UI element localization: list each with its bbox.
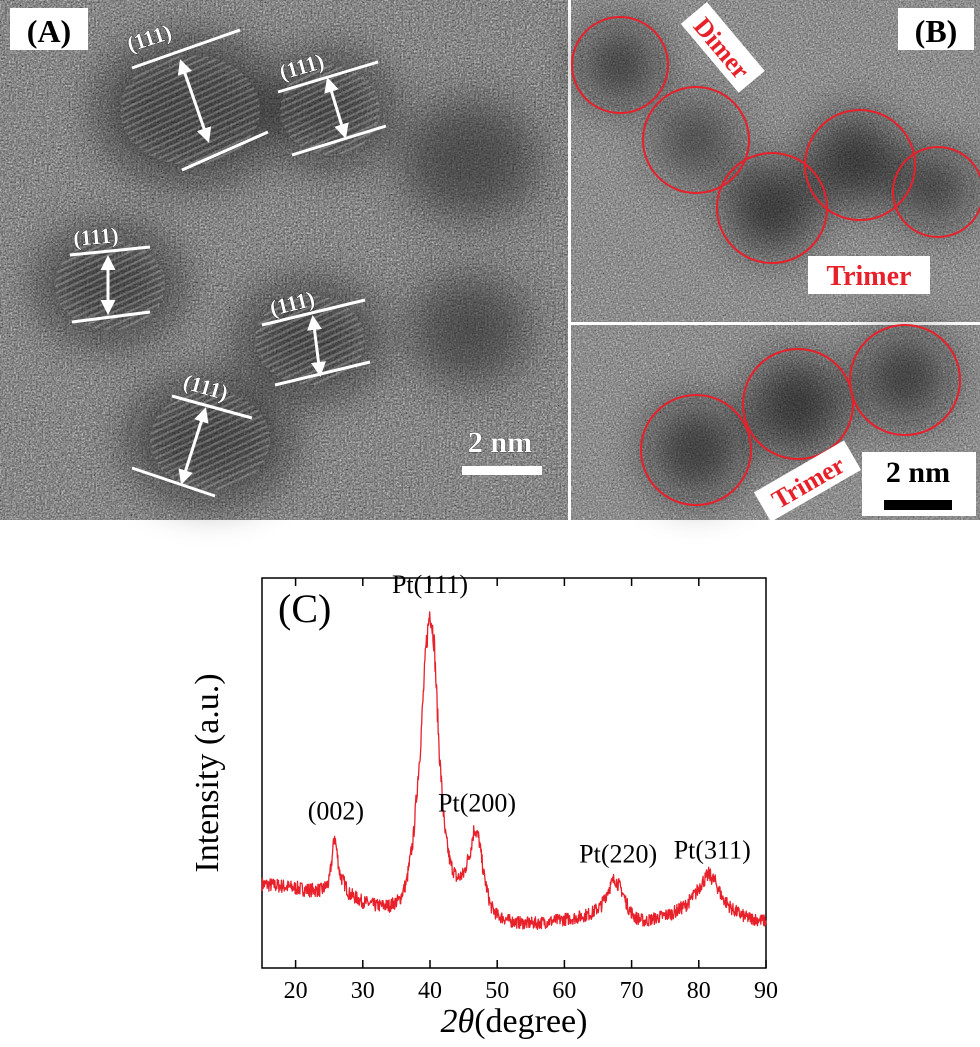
plane-line: [69, 245, 151, 257]
plane-line: [277, 60, 379, 94]
scale-bar: [884, 500, 952, 510]
plane-line: [181, 130, 269, 172]
y-axis-label: Intensity (a.u.): [189, 673, 226, 872]
plane-arrow: [177, 59, 212, 143]
scale-bar-label: 2 nm: [886, 456, 950, 489]
scale-bar: [462, 466, 542, 475]
particle-circle: [849, 324, 961, 436]
peak-label: Pt(311): [674, 835, 751, 864]
particle-circle: [892, 146, 980, 238]
peak-label: Pt(220): [579, 839, 657, 868]
particle-circle: [571, 16, 669, 114]
panel-a-micrograph: (111) (111) (111) (111) (111) (A) 2 nm: [0, 0, 568, 520]
x-tick-label: 70: [620, 978, 644, 1004]
plot-area: [261, 577, 767, 969]
trimer-label-top: Trimer: [827, 261, 912, 292]
particle-circle: [640, 394, 752, 506]
dimer-label-box: [680, 1, 765, 93]
panel-c-label: (C): [278, 586, 331, 631]
trimer-label-box: [808, 256, 930, 294]
x-tick-label: 80: [687, 978, 711, 1004]
x-axis: 20 30 40 50 60 70 80 90: [284, 578, 778, 1004]
x-axis-symbol: 2θ: [441, 1003, 475, 1040]
plane-line: [171, 394, 253, 420]
x-tick-label: 50: [485, 978, 509, 1004]
x-tick-label: 40: [418, 978, 442, 1004]
x-axis-label: 2θ(degree): [441, 1003, 588, 1040]
plane-arrow: [178, 407, 209, 485]
plane-line: [131, 28, 241, 70]
particle-circle: [804, 109, 916, 221]
x-tick-label: 30: [351, 978, 375, 1004]
x-axis-unit: (degree): [474, 1003, 587, 1040]
panel-b-label: (B): [915, 13, 958, 49]
x-tick-label: 60: [552, 978, 576, 1004]
panel-b-micrograph: Dimer Trimer Trimer (B) 2 nm: [571, 0, 980, 522]
particle-circle: [642, 86, 750, 194]
xrd-chart: 20 30 40 50 60 70 80 90 (002) Pt(111) Pt(200) Pt(2…: [189, 570, 778, 1040]
plane-arrow: [324, 77, 349, 139]
peak-label: (002): [308, 796, 364, 825]
scale-bar-label: 2 nm: [468, 426, 532, 459]
plane-line: [131, 466, 216, 498]
peak-label: Pt(200): [438, 789, 516, 818]
panel-b-label-box: [898, 8, 974, 50]
plane-line: [71, 310, 151, 324]
trimer-label-box: [753, 440, 862, 522]
plane-arrow: [307, 315, 326, 377]
panel-a-label-box: [10, 8, 88, 50]
plane-label: (111): [72, 222, 119, 251]
peak-label: Pt(111): [392, 570, 468, 599]
plane-line: [291, 124, 387, 157]
particle-circle: [742, 348, 854, 460]
x-tick-label: 20: [284, 978, 308, 1004]
peak-annotations: (002) Pt(111) Pt(200) Pt(220) Pt(311): [308, 570, 751, 868]
plane-line: [261, 298, 366, 327]
series-line: [261, 611, 767, 930]
panel-a-label: (A): [27, 13, 71, 49]
x-tick-label: 90: [754, 978, 778, 1004]
